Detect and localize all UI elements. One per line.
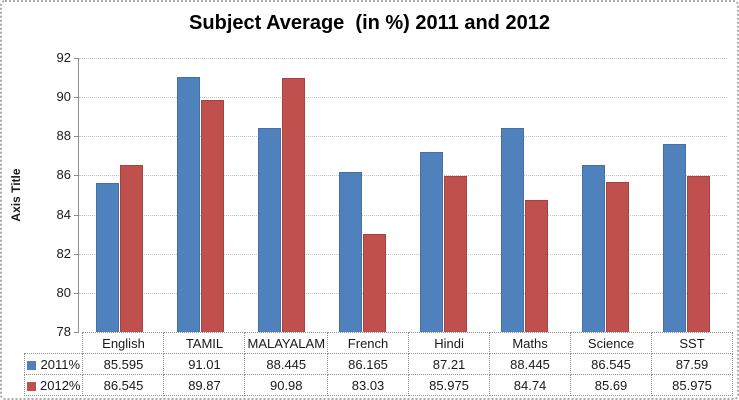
y-axis-tick-label: 84 [56,206,71,222]
value-2012-tamil: 89.87 [163,374,246,396]
value-2011-maths: 88.445 [489,353,572,375]
value-2011-malayalam: 88.445 [244,353,329,375]
value-2012-malayalam: 90.98 [244,374,329,396]
value-2011-sst: 87.59 [651,353,734,375]
y-axis-tick [74,253,79,255]
bar-2012-french[interactable] [362,233,386,332]
y-axis-tick-label: 80 [56,284,71,300]
bar-2012-hindi[interactable] [443,175,467,332]
value-2011-tamil: 91.01 [163,353,246,375]
value-2011-french: 86.165 [327,353,410,375]
gridline [79,175,727,177]
legend-swatch-2011-icon [27,360,37,370]
category-header-french: French [327,332,410,354]
category-header-maths: Maths [489,332,572,354]
value-2012-sst: 85.975 [651,374,734,396]
value-2012-english: 86.545 [82,374,165,396]
legend-key-2012: 2012% [23,374,84,396]
bar-2011-maths[interactable] [501,127,525,332]
gridline [79,136,727,138]
value-2011-english: 85.595 [82,353,165,375]
legend-swatch-2012-icon [27,381,36,391]
y-axis-tick [74,292,79,294]
value-2011-hindi: 87.21 [408,353,491,375]
y-axis-tick [74,214,79,216]
y-axis-tick [74,97,79,99]
category-header-sst: SST [651,332,734,354]
bar-2012-english[interactable] [119,164,143,332]
value-2012-maths: 84.74 [489,374,572,396]
table-row-2011: 2011% 85.595 91.01 88.445 86.165 87.21 8… [23,353,734,375]
data-table: English TAMIL MALAYALAM French Hindi Mat… [23,332,734,396]
bar-2012-maths[interactable] [524,200,548,332]
value-2012-science: 85.69 [570,374,653,396]
gridline [79,214,727,216]
y-axis: 78 80 82 84 86 88 90 92 [2,50,79,339]
legend-label-2012: 2012% [40,377,81,393]
y-axis-tick-label: 86 [56,167,71,183]
y-axis-tick [74,332,79,333]
bar-2011-french[interactable] [339,172,363,332]
table-corner-cell [25,333,83,354]
value-2012-french: 83.03 [327,374,410,396]
category-header-science: Science [570,332,653,354]
y-axis-tick [74,136,79,138]
gridline [79,253,727,255]
bar-2012-science[interactable] [605,181,629,332]
y-axis-tick-label: 88 [56,128,71,144]
category-header-hindi: Hindi [408,332,491,354]
gridline [79,292,727,294]
gridline [79,58,727,59]
value-2011-science: 86.545 [570,353,653,375]
y-axis-tick-label: 82 [56,245,71,261]
bar-2011-tamil[interactable] [177,77,201,332]
bar-2011-hindi[interactable] [420,151,444,332]
bar-2011-malayalam[interactable] [258,127,282,332]
y-axis-tick-label: 92 [56,50,71,65]
plot-area [74,58,727,333]
y-axis-tick [74,175,79,177]
legend-label-2011: 2011% [40,356,80,372]
gridline [79,97,727,99]
value-2012-hindi: 85.975 [408,374,491,396]
bar-2012-malayalam[interactable] [281,77,305,332]
chart-title: Subject Average (in %) 2011 and 2012 [189,12,550,34]
category-header-tamil: TAMIL [163,332,246,354]
bar-2012-tamil[interactable] [200,99,224,332]
bar-2011-english[interactable] [96,183,120,332]
table-header-row: English TAMIL MALAYALAM French Hindi Mat… [25,332,734,354]
bar-2011-science[interactable] [582,164,606,332]
category-header-english: English [82,332,165,354]
bar-2012-sst[interactable] [686,175,710,332]
category-header-malayalam: MALAYALAM [244,332,329,354]
y-axis-tick-label: 90 [56,89,71,105]
bar-2011-sst[interactable] [663,144,687,332]
table-row-2012: 2012% 86.545 89.87 90.98 83.03 85.975 84… [23,374,734,396]
y-axis-tick-label: 78 [56,324,71,339]
y-axis-tick [74,58,79,59]
legend-key-2011: 2011% [23,353,84,375]
